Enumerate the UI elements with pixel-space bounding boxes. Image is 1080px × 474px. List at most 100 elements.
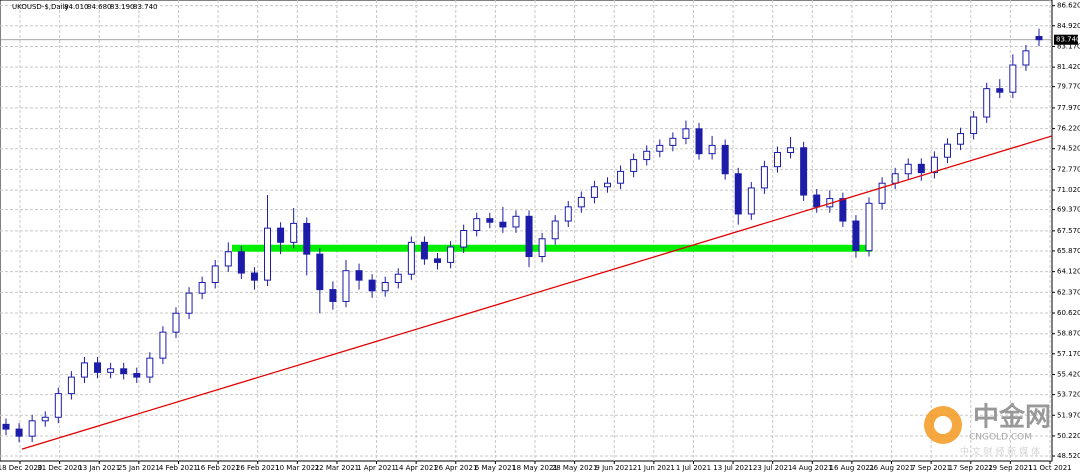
candle-body	[983, 88, 991, 118]
candle-body	[342, 270, 350, 302]
candle-body	[2, 423, 10, 430]
x-tick-label: 22 Mar 2021	[315, 464, 359, 472]
watermark-brand: 中金网	[973, 402, 1051, 433]
candle-body	[617, 170, 625, 184]
x-tick-label: 31 Dec 2020	[37, 464, 82, 472]
candle-body	[551, 220, 559, 240]
x-tick-label: 4 Aug 2021	[792, 464, 832, 472]
candle-body	[237, 251, 245, 274]
trendline	[21, 135, 1053, 450]
candle-body	[146, 357, 154, 378]
watermark-site: CNGOLD.COM	[969, 433, 1032, 443]
candle-body	[747, 187, 755, 215]
candle-body	[852, 220, 860, 252]
candle-body	[41, 416, 49, 422]
x-tick-label: 18 May 2021	[512, 464, 558, 472]
candle-body	[603, 182, 611, 188]
candle-body	[107, 368, 115, 373]
x-tick-label: 14 Apr 2021	[395, 464, 438, 472]
y-tick-label: 79.770	[1057, 83, 1080, 91]
marks	[0, 28, 1053, 450]
candle-body	[133, 373, 141, 378]
x-tick-label: 6 May 2021	[475, 464, 516, 472]
candle-body	[1009, 64, 1017, 93]
candle-body	[813, 194, 821, 208]
y-tick-label: 86.620	[1057, 2, 1080, 10]
candle-body	[878, 182, 886, 204]
y-tick-label: 81.420	[1057, 63, 1080, 71]
candle-body	[447, 246, 455, 263]
y-tick-label: 57.170	[1057, 350, 1080, 358]
ohlc-value: 83.190	[110, 3, 135, 11]
y-tick-label: 77.970	[1057, 104, 1080, 112]
candle-body	[211, 265, 219, 284]
candle-body	[669, 137, 677, 146]
candle-body	[590, 186, 598, 198]
x-tick-label: 28 May 2021	[552, 464, 598, 472]
x-tick-label: 16 Aug 2021	[830, 464, 875, 472]
y-tick-label: 51.970	[1057, 411, 1080, 419]
candle-body	[290, 222, 298, 243]
candle-body	[185, 292, 193, 314]
y-tick-label: 65.870	[1057, 247, 1080, 255]
candle-body	[94, 362, 102, 373]
candle-body	[54, 393, 62, 418]
y-tick-label: 67.570	[1057, 227, 1080, 235]
candle-body	[224, 251, 232, 267]
y-tick-label: 71.020	[1057, 186, 1080, 194]
x-tick-label: 18 Dec 2020	[0, 464, 42, 472]
candle-body	[329, 289, 337, 302]
candle-body	[943, 143, 951, 158]
candle-body	[407, 241, 415, 275]
candle-body	[891, 173, 899, 184]
candle-body	[172, 312, 180, 333]
candle-body	[159, 331, 167, 359]
y-tick-label: 83.170	[1057, 42, 1080, 50]
candle-body	[839, 198, 847, 222]
candle-body	[695, 128, 703, 155]
candle-body	[303, 222, 311, 255]
candle-body	[80, 362, 88, 378]
y-tick-label: 72.770	[1057, 165, 1080, 173]
candle-body	[28, 420, 36, 437]
x-tick-label: 25 Jan 2021	[118, 464, 160, 472]
x-tick-label: 26 Feb 2021	[236, 464, 280, 472]
candle-body	[473, 218, 481, 232]
x-tick-label: 13 Jan 2021	[78, 464, 120, 472]
x-tick-label: 23 Jul 2021	[753, 464, 793, 472]
y-tick-label: 53.720	[1057, 391, 1080, 399]
y-tick-label: 64.120	[1057, 268, 1080, 276]
x-tick-label: 13 Jul 2021	[713, 464, 753, 472]
candle-body	[512, 215, 520, 228]
candle-body	[630, 159, 638, 172]
candle-body	[1035, 36, 1043, 41]
y-tick-label: 58.870	[1057, 330, 1080, 338]
candle-body	[355, 270, 363, 281]
candle-body	[721, 144, 729, 175]
y-tick-label: 74.520	[1057, 145, 1080, 153]
candle-body	[917, 163, 925, 174]
ohlc-value: 84.680	[87, 3, 112, 11]
x-tick-label: 1 Apr 2021	[357, 464, 396, 472]
candle-body	[1022, 50, 1030, 66]
candle-body	[538, 238, 546, 258]
candle-body	[787, 147, 795, 153]
logo-inner	[934, 416, 952, 434]
x-tick-label: 17 Sep 2021	[949, 464, 993, 472]
candle-body	[15, 428, 23, 437]
x-tick-label: 10 Mar 2021	[275, 464, 319, 472]
candle-body	[198, 282, 206, 294]
candle-body	[682, 128, 690, 139]
candle-body	[316, 253, 324, 291]
y-tick-label: 60.620	[1057, 309, 1080, 317]
y-tick-label: 50.220	[1057, 432, 1080, 440]
candle-body	[499, 221, 507, 228]
candle-body	[120, 368, 128, 375]
candle-body	[368, 279, 376, 292]
candle-body	[264, 227, 272, 281]
x-tick-label: 26 Apr 2021	[434, 464, 477, 472]
y-tick-label: 76.220	[1057, 125, 1080, 133]
candle-body	[643, 150, 651, 161]
